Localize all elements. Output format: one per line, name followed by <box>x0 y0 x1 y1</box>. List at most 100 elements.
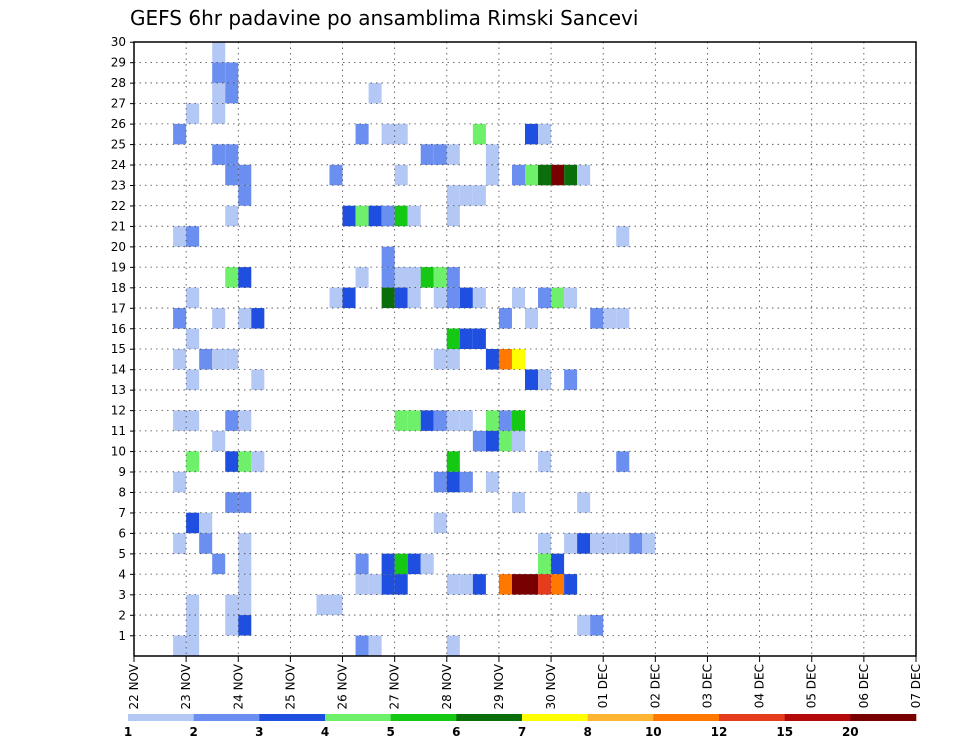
heatmap-cell <box>498 574 512 595</box>
heatmap-cell <box>238 594 252 616</box>
heatmap-cell <box>485 164 499 186</box>
legend-swatch <box>128 714 194 721</box>
heatmap-cell <box>355 267 369 288</box>
heatmap-cell <box>603 308 617 329</box>
heatmap-cell <box>538 533 552 554</box>
heatmap-cell <box>173 471 187 493</box>
legend-label: 10 <box>645 725 662 739</box>
heatmap-cell <box>186 615 200 636</box>
heatmap-cell <box>525 574 539 595</box>
heatmap-cell <box>225 492 239 513</box>
heatmap-cell <box>238 451 252 472</box>
heatmap-cell <box>355 205 369 227</box>
heatmap-cell <box>238 533 252 554</box>
legend-swatch <box>784 714 851 721</box>
legend-swatch <box>193 714 260 721</box>
heatmap-cell <box>368 574 382 595</box>
heatmap-cell <box>472 574 486 595</box>
heatmap-cell <box>420 553 434 575</box>
heatmap-cell <box>538 574 552 595</box>
heatmap-cell <box>186 103 200 124</box>
heatmap-cell <box>407 553 421 575</box>
heatmap-cell <box>355 553 369 575</box>
heatmap-cell <box>485 349 499 370</box>
y-tick-label: 21 <box>111 219 126 233</box>
heatmap-cell <box>472 287 486 309</box>
heatmap-cell <box>446 635 460 656</box>
heatmap-cell <box>525 123 539 145</box>
heatmap-cell <box>225 594 239 616</box>
grid-layer <box>134 42 916 656</box>
y-tick-label: 22 <box>111 199 126 213</box>
heatmap-cell <box>616 451 630 472</box>
legend-swatch <box>719 714 785 721</box>
heatmap-cell <box>538 451 552 472</box>
heatmap-cell <box>173 533 187 554</box>
x-tick-label: 26 NOV <box>336 663 350 709</box>
heatmap-cell <box>186 369 200 390</box>
heatmap-cell <box>472 185 486 206</box>
x-tick-label: 23 NOV <box>179 663 193 709</box>
heatmap-cell <box>459 287 473 309</box>
x-axis: 22 NOV 23 NOV 24 NOV 25 NOV 26 NOV 27 NOV 28 N… <box>127 656 923 710</box>
heatmap-cell <box>446 349 460 370</box>
heatmap-cell <box>394 574 408 595</box>
heatmap-cell <box>564 369 578 390</box>
heatmap-cell <box>186 594 200 616</box>
legend-swatch <box>653 714 720 721</box>
heatmap-cell <box>225 349 239 370</box>
x-tick-label: 03 DEC <box>701 664 715 708</box>
heatmap-cell <box>212 308 226 329</box>
y-tick-label: 27 <box>111 97 126 111</box>
y-tick-label: 16 <box>111 322 126 336</box>
heatmap-cell <box>381 246 395 268</box>
heatmap-cell <box>173 226 187 247</box>
heatmap-cell <box>225 267 239 288</box>
heatmap-cell <box>212 553 226 575</box>
heatmap-cell <box>316 594 330 616</box>
heatmap-cell <box>225 62 239 83</box>
heatmap-cell <box>446 328 460 349</box>
heatmap-cell <box>199 533 213 554</box>
heatmap-cell <box>446 471 460 493</box>
heatmap-cell <box>433 349 447 370</box>
legend-swatch <box>850 714 917 721</box>
heatmap-cell <box>238 574 252 595</box>
y-tick-label: 17 <box>111 301 126 315</box>
heatmap-cell <box>511 287 525 309</box>
heatmap-cell <box>355 574 369 595</box>
y-tick-label: 11 <box>111 424 126 438</box>
y-tick-label: 20 <box>111 240 126 254</box>
x-tick-label: 27 NOV <box>388 663 402 709</box>
heatmap-cell <box>381 574 395 595</box>
heatmap-cell <box>459 410 473 431</box>
heatmap-cell <box>381 123 395 145</box>
heatmap-cell <box>251 451 265 472</box>
heatmap-cell <box>173 410 187 431</box>
heatmap-cell <box>590 308 604 329</box>
heatmap-cell <box>590 615 604 636</box>
y-tick-label: 4 <box>118 567 126 581</box>
heatmap-cell <box>472 123 486 145</box>
legend-label: 12 <box>711 725 728 739</box>
y-tick-label: 5 <box>118 547 126 561</box>
heatmap-cell <box>433 410 447 431</box>
heatmap-cell <box>238 615 252 636</box>
heatmap-cell <box>238 185 252 206</box>
x-tick-label: 05 DEC <box>805 664 819 708</box>
legend-label: 8 <box>584 725 592 739</box>
heatmap-cell <box>511 430 525 452</box>
heatmap-cell <box>525 308 539 329</box>
heatmap-cell <box>538 164 552 186</box>
heatmap-cell <box>212 349 226 370</box>
heatmap-cell <box>394 410 408 431</box>
heatmap-cell <box>446 574 460 595</box>
heatmap-cell <box>381 267 395 288</box>
heatmap-cell <box>446 267 460 288</box>
heatmap-cell <box>446 205 460 227</box>
heatmap-cell <box>433 144 447 165</box>
heatmap-cell <box>199 349 213 370</box>
y-tick-label: 15 <box>111 342 126 356</box>
heatmap-cell <box>225 451 239 472</box>
heatmap-cell <box>186 451 200 472</box>
